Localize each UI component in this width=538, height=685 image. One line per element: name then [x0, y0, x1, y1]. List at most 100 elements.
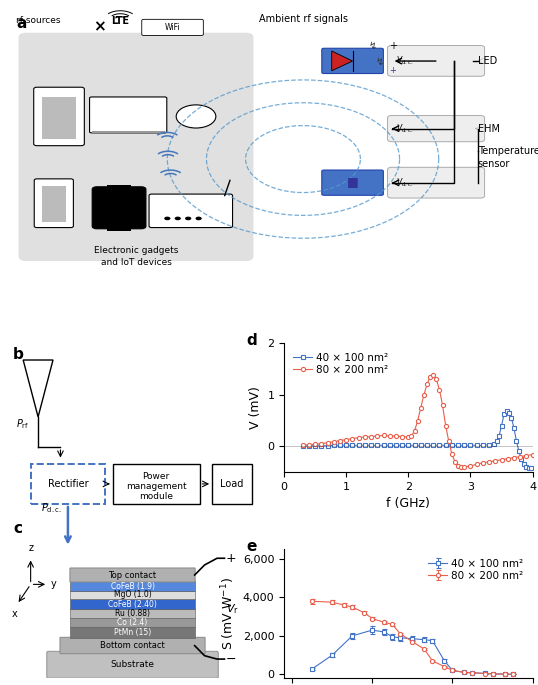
FancyBboxPatch shape	[322, 170, 384, 195]
Circle shape	[175, 216, 181, 221]
Text: Top contact: Top contact	[109, 571, 157, 580]
80 × 200 nm²	[517, 453, 523, 461]
Text: ×: ×	[93, 19, 106, 34]
40 × 100 nm²	[442, 441, 449, 449]
80 × 200 nm²	[505, 455, 511, 463]
Line: 80 × 200 nm²: 80 × 200 nm²	[301, 373, 535, 469]
FancyBboxPatch shape	[387, 116, 485, 142]
40 × 100 nm²	[362, 441, 368, 449]
Text: e: e	[247, 539, 257, 554]
40 × 100 nm²	[455, 441, 461, 449]
40 × 100 nm²	[523, 463, 529, 471]
80 × 200 nm²	[440, 401, 446, 409]
80 × 200 nm²	[492, 457, 499, 465]
80 × 200 nm²	[468, 462, 474, 470]
Text: y: y	[51, 580, 56, 589]
80 × 200 nm²	[356, 434, 362, 442]
FancyBboxPatch shape	[70, 582, 195, 590]
Bar	[107, 225, 131, 231]
80 × 200 nm²	[417, 403, 424, 412]
40 × 100 nm²	[405, 441, 412, 449]
40 × 100 nm²	[526, 464, 532, 472]
80 × 200 nm²	[412, 427, 418, 435]
Text: +: +	[389, 66, 396, 75]
80 × 200 nm²	[318, 440, 324, 448]
80 × 200 nm²	[324, 438, 331, 447]
40 × 100 nm²	[468, 441, 474, 449]
FancyBboxPatch shape	[92, 187, 146, 229]
40 × 100 nm²	[508, 414, 515, 422]
40 × 100 nm²	[306, 442, 312, 450]
80 × 200 nm²	[458, 463, 464, 471]
40 × 100 nm²	[399, 441, 406, 449]
Text: module: module	[139, 492, 173, 501]
FancyBboxPatch shape	[47, 651, 218, 678]
40 × 100 nm²	[412, 441, 418, 449]
80 × 200 nm²	[442, 421, 449, 429]
80 × 200 nm²	[433, 375, 440, 384]
Text: LTE: LTE	[111, 16, 129, 26]
80 × 200 nm²	[380, 432, 387, 440]
80 × 200 nm²	[449, 450, 455, 458]
Text: Temperature: Temperature	[478, 147, 538, 156]
Text: CoFeB (1.9): CoFeB (1.9)	[110, 582, 154, 590]
40 × 100 nm²	[343, 441, 350, 449]
Text: Ambient rf signals: Ambient rf signals	[258, 14, 348, 25]
Circle shape	[164, 216, 171, 221]
40 × 100 nm²	[461, 441, 468, 449]
Text: sensor: sensor	[478, 159, 510, 169]
Text: Rectifier: Rectifier	[47, 479, 88, 489]
40 × 100 nm²	[424, 441, 430, 449]
80 × 200 nm²	[330, 438, 337, 446]
Text: c: c	[13, 521, 22, 536]
Text: Ru (0.88): Ru (0.88)	[115, 609, 150, 618]
Legend: 40 × 100 nm², 80 × 200 nm²: 40 × 100 nm², 80 × 200 nm²	[289, 349, 393, 379]
Text: z: z	[28, 543, 33, 553]
80 × 200 nm²	[452, 458, 458, 466]
40 × 100 nm²	[349, 441, 356, 449]
Circle shape	[185, 216, 192, 221]
FancyBboxPatch shape	[149, 194, 232, 227]
Text: management: management	[126, 482, 187, 491]
FancyBboxPatch shape	[387, 167, 485, 198]
40 × 100 nm²	[356, 441, 362, 449]
40 × 100 nm²	[374, 441, 380, 449]
Text: LED: LED	[478, 56, 497, 66]
40 × 100 nm²	[521, 460, 527, 469]
FancyBboxPatch shape	[70, 618, 195, 627]
80 × 200 nm²	[386, 432, 393, 440]
80 × 200 nm²	[498, 456, 505, 464]
FancyBboxPatch shape	[387, 45, 485, 76]
Text: $V_{\rm d.c.}$: $V_{\rm d.c.}$	[396, 177, 414, 189]
80 × 200 nm²	[408, 432, 415, 440]
40 × 100 nm²	[491, 440, 497, 448]
40 × 100 nm²	[318, 442, 324, 450]
40 × 100 nm²	[430, 441, 436, 449]
FancyBboxPatch shape	[89, 97, 167, 133]
40 × 100 nm²	[380, 441, 387, 449]
Circle shape	[195, 216, 202, 221]
FancyBboxPatch shape	[70, 610, 195, 618]
Bar	[42, 97, 76, 139]
80 × 200 nm²	[300, 441, 306, 449]
40 × 100 nm²	[493, 437, 500, 445]
80 × 200 nm²	[486, 458, 492, 466]
Text: a: a	[16, 16, 26, 31]
Line: 40 × 100 nm²: 40 × 100 nm²	[301, 409, 534, 470]
80 × 200 nm²	[306, 440, 312, 449]
Bar	[42, 186, 66, 223]
40 × 100 nm²	[498, 421, 505, 429]
80 × 200 nm²	[523, 451, 529, 460]
Y-axis label: S (mV W$^{-1}$): S (mV W$^{-1}$)	[220, 577, 237, 650]
Text: +: +	[226, 551, 236, 564]
40 × 100 nm²	[449, 441, 455, 449]
40 × 100 nm²	[393, 441, 399, 449]
80 × 200 nm²	[461, 463, 468, 471]
Text: $\blacksquare$: $\blacksquare$	[346, 176, 359, 190]
80 × 200 nm²	[455, 462, 461, 470]
FancyBboxPatch shape	[70, 627, 195, 638]
Text: $V_{\rm r}$: $V_{\rm r}$	[226, 601, 238, 616]
40 × 100 nm²	[312, 442, 318, 450]
Text: Load: Load	[220, 479, 244, 489]
80 × 200 nm²	[480, 459, 486, 467]
